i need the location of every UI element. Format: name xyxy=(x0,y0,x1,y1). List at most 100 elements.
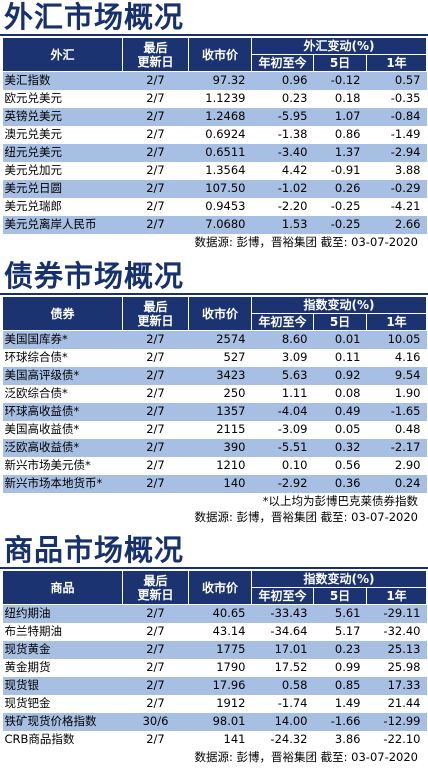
commodity-header-ytd: 年初至今 xyxy=(251,587,314,605)
fx-row: 美元兑加元 2/7 1.3564 4.42 -0.91 3.88 xyxy=(2,161,427,180)
fx-table: 外汇 最后 更新日 收市价 外汇变动(%) 年初至今 5日 1年 美汇指数 2/7… xyxy=(2,37,427,234)
commodity-header-change: 指数变动(%) xyxy=(251,570,427,588)
bond-cell-1y: 0.48 xyxy=(366,420,427,439)
bond-cell-name: 泛欧综合债* xyxy=(2,384,123,403)
commodity-cell-name: 现货钯金 xyxy=(2,694,123,713)
fx-cell-date: 2/7 xyxy=(122,197,189,216)
fx-cell-name: 澳元兑美元 xyxy=(2,125,123,144)
bond-header-price: 收市价 xyxy=(188,296,252,331)
fx-cell-price: 0.6924 xyxy=(188,125,252,144)
bond-header-5d: 5日 xyxy=(313,313,367,331)
commodity-cell-1y: -32.40 xyxy=(366,622,427,641)
commodity-cell-price: 43.14 xyxy=(188,622,252,641)
fx-header-1y: 1年 xyxy=(366,54,427,72)
bond-cell-price: 390 xyxy=(188,438,252,457)
commodity-cell-ytd: -33.43 xyxy=(251,604,314,623)
commodity-cell-5d: -1.66 xyxy=(313,712,367,731)
fx-cell-date: 2/7 xyxy=(122,161,189,180)
commodity-row: 纽约期油 2/7 40.65 -33.43 5.61 -29.11 xyxy=(2,604,427,623)
fx-row: 欧元兑美元 2/7 1.1239 0.23 0.18 -0.35 xyxy=(2,89,427,108)
commodity-table: 商品 最后 更新日 收市价 指数变动(%) 年初至今 5日 1年 纽约期油 2/7… xyxy=(2,570,427,749)
fx-header-date: 最后 更新日 xyxy=(122,37,189,72)
fx-cell-price: 97.32 xyxy=(188,71,252,90)
fx-header-ytd: 年初至今 xyxy=(251,54,314,72)
bond-cell-date: 2/7 xyxy=(122,366,189,385)
fx-cell-name: 美元兑瑞郎 xyxy=(2,197,123,216)
bond-cell-name: 新兴市场本地货币* xyxy=(2,474,123,493)
bond-cell-price: 2115 xyxy=(188,420,252,439)
bond-cell-5d: 0.08 xyxy=(313,384,367,403)
bond-cell-1y: 0.24 xyxy=(366,474,427,493)
bond-row: 环球高收益债* 2/7 1357 -4.04 0.49 -1.65 xyxy=(2,402,427,421)
commodity-row: CRB商品指数 2/7 141 -24.32 3.86 -22.10 xyxy=(2,730,427,749)
commodity-cell-ytd: -24.32 xyxy=(251,730,314,749)
bond-header-date: 最后 更新日 xyxy=(122,296,189,331)
bond-cell-1y: 1.90 xyxy=(366,384,427,403)
commodity-row: 现货银 2/7 17.96 0.58 0.85 17.33 xyxy=(2,676,427,695)
bond-row: 泛欧综合债* 2/7 250 1.11 0.08 1.90 xyxy=(2,384,427,403)
fx-cell-name: 英镑兑美元 xyxy=(2,107,123,126)
fx-cell-5d: 1.07 xyxy=(313,107,367,126)
commodity-cell-name: CRB商品指数 xyxy=(2,730,123,749)
bond-cell-name: 美国国库券* xyxy=(2,330,123,349)
fx-cell-ytd: -1.38 xyxy=(251,125,314,144)
commodity-cell-5d: 0.23 xyxy=(313,640,367,659)
commodity-cell-1y: 21.44 xyxy=(366,694,427,713)
commodity-cell-1y: -22.10 xyxy=(366,730,427,749)
fx-cell-1y: 3.88 xyxy=(366,161,427,180)
fx-cell-price: 1.2468 xyxy=(188,107,252,126)
commodity-cell-date: 2/7 xyxy=(122,658,189,677)
commodity-cell-ytd: 17.01 xyxy=(251,640,314,659)
bond-cell-date: 2/7 xyxy=(122,474,189,493)
bond-cell-price: 140 xyxy=(188,474,252,493)
bond-cell-5d: 0.56 xyxy=(313,456,367,475)
bond-table-body: 美国国库券* 2/7 2574 8.60 0.01 10.05 环球综合债* 2/7 527 3.… xyxy=(2,330,427,493)
fx-cell-1y: -0.29 xyxy=(366,179,427,198)
commodity-cell-date: 2/7 xyxy=(122,676,189,695)
commodity-cell-date: 2/7 xyxy=(122,640,189,659)
fx-cell-ytd: -5.95 xyxy=(251,107,314,126)
bond-row: 泛欧高收益债* 2/7 390 -5.51 0.32 -2.17 xyxy=(2,438,427,457)
bond-row: 美国高评级债* 2/7 3423 5.63 0.92 9.54 xyxy=(2,366,427,385)
bond-row: 新兴市场美元债* 2/7 1210 0.10 0.56 2.90 xyxy=(2,456,427,475)
bond-cell-5d: 0.36 xyxy=(313,474,367,493)
bond-cell-date: 2/7 xyxy=(122,330,189,349)
commodity-cell-date: 2/7 xyxy=(122,730,189,749)
commodity-table-body: 纽约期油 2/7 40.65 -33.43 5.61 -29.11 布兰特期油 2/7 43.1… xyxy=(2,604,427,749)
commodity-header-5d: 5日 xyxy=(313,587,367,605)
commodity-cell-1y: 25.13 xyxy=(366,640,427,659)
bond-cell-name: 环球综合债* xyxy=(2,348,123,367)
bond-table: 债券 最后 更新日 收市价 指数变动(%) 年初至今 5日 1年 美国国库券* 2… xyxy=(2,296,427,493)
bond-footnote: *以上均为彭博巴克莱债券指数 xyxy=(262,493,418,508)
fx-cell-price: 107.50 xyxy=(188,179,252,198)
bond-header-1y: 1年 xyxy=(366,313,427,331)
commodity-cell-date: 2/7 xyxy=(122,622,189,641)
fx-cell-5d: -0.25 xyxy=(313,197,367,216)
bond-header-name: 债券 xyxy=(2,296,123,331)
commodity-header-price: 收市价 xyxy=(188,570,252,605)
bond-section: 债券市场概况 债券 最后 更新日 收市价 指数变动(%) 年初至今 5日 1年 … xyxy=(0,259,428,525)
fx-cell-ytd: 1.53 xyxy=(251,215,314,234)
bond-cell-name: 美国高收益债* xyxy=(2,420,123,439)
bond-cell-1y: 4.16 xyxy=(366,348,427,367)
fx-cell-name: 美汇指数 xyxy=(2,71,123,90)
commodity-row: 现货黄金 2/7 1775 17.01 0.23 25.13 xyxy=(2,640,427,659)
bond-row: 新兴市场本地货币* 2/7 140 -2.92 0.36 0.24 xyxy=(2,474,427,493)
commodity-cell-1y: -12.99 xyxy=(366,712,427,731)
commodity-cell-name: 纽约期油 xyxy=(2,604,123,623)
commodity-cell-price: 40.65 xyxy=(188,604,252,623)
bond-source: 数据源: 彭博，晋裕集团 截至: 03-07-2020 xyxy=(194,509,418,524)
fx-row: 英镑兑美元 2/7 1.2468 -5.95 1.07 -0.84 xyxy=(2,107,427,126)
fx-header-price: 收市价 xyxy=(188,37,252,72)
commodity-cell-name: 现货黄金 xyxy=(2,640,123,659)
fx-cell-name: 欧元兑美元 xyxy=(2,89,123,108)
bond-cell-date: 2/7 xyxy=(122,420,189,439)
commodity-cell-date: 30/6 xyxy=(122,712,189,731)
fx-cell-1y: -2.94 xyxy=(366,143,427,162)
bond-cell-ytd: 1.11 xyxy=(251,384,314,403)
fx-cell-1y: -0.35 xyxy=(366,89,427,108)
fx-header-5d: 5日 xyxy=(313,54,367,72)
fx-row: 美元兑离岸人民币 2/7 7.0680 1.53 -0.25 2.66 xyxy=(2,215,427,234)
fx-row: 美元兑瑞郎 2/7 0.9453 -2.20 -0.25 -4.21 xyxy=(2,197,427,216)
commodity-cell-1y: -29.11 xyxy=(366,604,427,623)
